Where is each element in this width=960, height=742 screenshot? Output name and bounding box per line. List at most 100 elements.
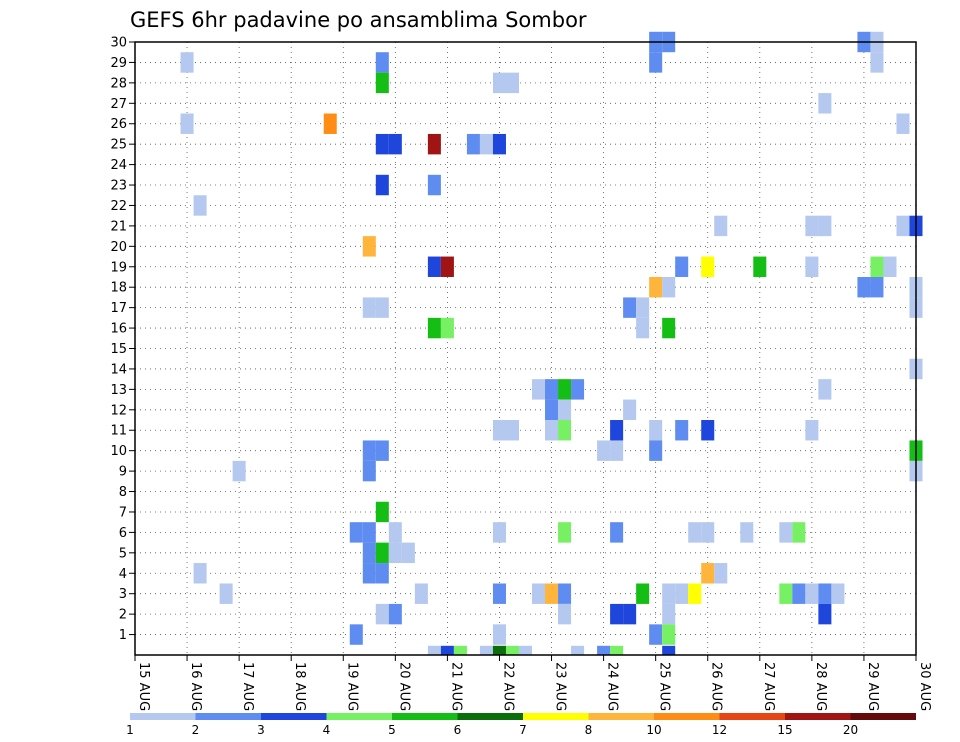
precip-cell <box>649 276 663 298</box>
precip-cell <box>180 52 194 73</box>
precip-cell <box>623 399 637 421</box>
colorbar-label: 8 <box>585 723 593 737</box>
precip-cell <box>662 317 676 339</box>
colorbar-swatch <box>130 713 196 720</box>
y-tick-label: 7 <box>119 505 127 520</box>
y-tick-label: 4 <box>119 567 127 582</box>
y-tick-label: 16 <box>110 322 127 337</box>
precip-cell <box>375 603 389 625</box>
precip-cell <box>662 624 676 645</box>
precip-cell <box>870 276 884 298</box>
precip-cell <box>492 420 506 441</box>
precip-cell <box>805 215 819 237</box>
x-tick-label: 28 AUG <box>813 662 828 711</box>
precip-cell <box>193 195 207 216</box>
colorbar-label: 6 <box>454 723 462 737</box>
precip-cell <box>779 522 793 543</box>
precip-cell <box>362 563 376 584</box>
precip-cell <box>388 522 402 543</box>
precip-cell <box>870 52 884 73</box>
precip-cell <box>375 297 389 318</box>
y-tick-label: 10 <box>110 444 127 459</box>
precip-cell <box>662 603 676 625</box>
precip-cell <box>414 583 428 604</box>
precip-cell <box>558 603 572 625</box>
precip-cell <box>740 522 754 543</box>
precip-cell <box>558 379 572 400</box>
x-tick-label: 30 AUG <box>917 662 932 711</box>
y-tick-label: 3 <box>119 587 127 602</box>
colorbar-swatch <box>326 713 392 720</box>
colorbar-label: 4 <box>323 723 331 737</box>
precip-cell <box>896 215 910 237</box>
y-tick-label: 23 <box>110 179 127 194</box>
precip-cell <box>805 256 819 277</box>
x-tick-label: 27 AUG <box>761 662 776 711</box>
precip-cell <box>857 276 871 298</box>
precip-cell <box>597 645 611 655</box>
precip-cell <box>375 563 389 584</box>
colorbar-swatch <box>850 713 916 720</box>
precip-cell <box>610 440 624 461</box>
precip-cell <box>662 583 676 604</box>
precip-cell <box>818 603 832 625</box>
x-tick-label: 22 AUG <box>500 662 515 711</box>
precip-cell <box>427 174 441 196</box>
y-axis: 1234567891011121314151617181920212223242… <box>110 36 135 643</box>
precip-cell <box>818 379 832 400</box>
precip-cell <box>427 645 441 655</box>
precip-cell <box>558 399 572 421</box>
precip-cell <box>701 420 715 441</box>
y-tick-label: 22 <box>110 199 127 214</box>
x-tick-label: 20 AUG <box>396 662 411 711</box>
precip-cell <box>362 440 376 461</box>
precip-cell <box>818 583 832 604</box>
x-tick-label: 26 AUG <box>709 662 724 711</box>
precip-cell <box>479 133 493 155</box>
colorbar-label: 15 <box>777 723 792 737</box>
precip-cell <box>532 379 546 400</box>
precip-cell <box>636 583 650 604</box>
y-tick-label: 11 <box>110 424 127 439</box>
precip-cell <box>545 379 559 400</box>
data-cells <box>180 31 923 655</box>
y-tick-label: 1 <box>119 628 127 643</box>
precip-cell <box>597 440 611 461</box>
precip-cell <box>440 645 454 655</box>
y-tick-label: 5 <box>119 546 127 561</box>
precip-cell <box>610 420 624 441</box>
precip-cell <box>636 317 650 339</box>
precip-cell <box>375 133 389 155</box>
precip-cell <box>649 52 663 73</box>
y-tick-label: 17 <box>110 301 127 316</box>
precip-cell <box>479 645 493 655</box>
colorbar-swatch <box>392 713 458 720</box>
colorbar-label: 12 <box>712 723 727 737</box>
precip-cell <box>401 542 415 564</box>
precip-cell <box>375 440 389 461</box>
precip-cell <box>440 256 454 277</box>
colorbar-label: 10 <box>646 723 661 737</box>
precip-cell <box>388 542 402 564</box>
precip-cell <box>675 583 689 604</box>
y-tick-label: 30 <box>110 36 127 51</box>
y-tick-label: 20 <box>110 240 127 255</box>
colorbar-label: 5 <box>388 723 396 737</box>
precip-cell <box>714 563 728 584</box>
precip-cell <box>688 583 702 604</box>
precip-cell <box>883 256 897 277</box>
colorbar-swatch <box>588 713 654 720</box>
precip-cell <box>232 460 246 482</box>
x-tick-label: 21 AUG <box>448 662 463 711</box>
colorbar-swatch <box>457 713 523 720</box>
precip-cell <box>545 399 559 421</box>
chart-title: GEFS 6hr padavine po ansamblima Sombor <box>130 8 587 32</box>
precip-cell <box>688 522 702 543</box>
y-tick-label: 14 <box>110 362 127 377</box>
precip-cell <box>571 645 585 655</box>
precip-cell <box>649 440 663 461</box>
precip-cell <box>818 93 832 114</box>
precip-cell <box>492 133 506 155</box>
precip-cell <box>649 420 663 441</box>
